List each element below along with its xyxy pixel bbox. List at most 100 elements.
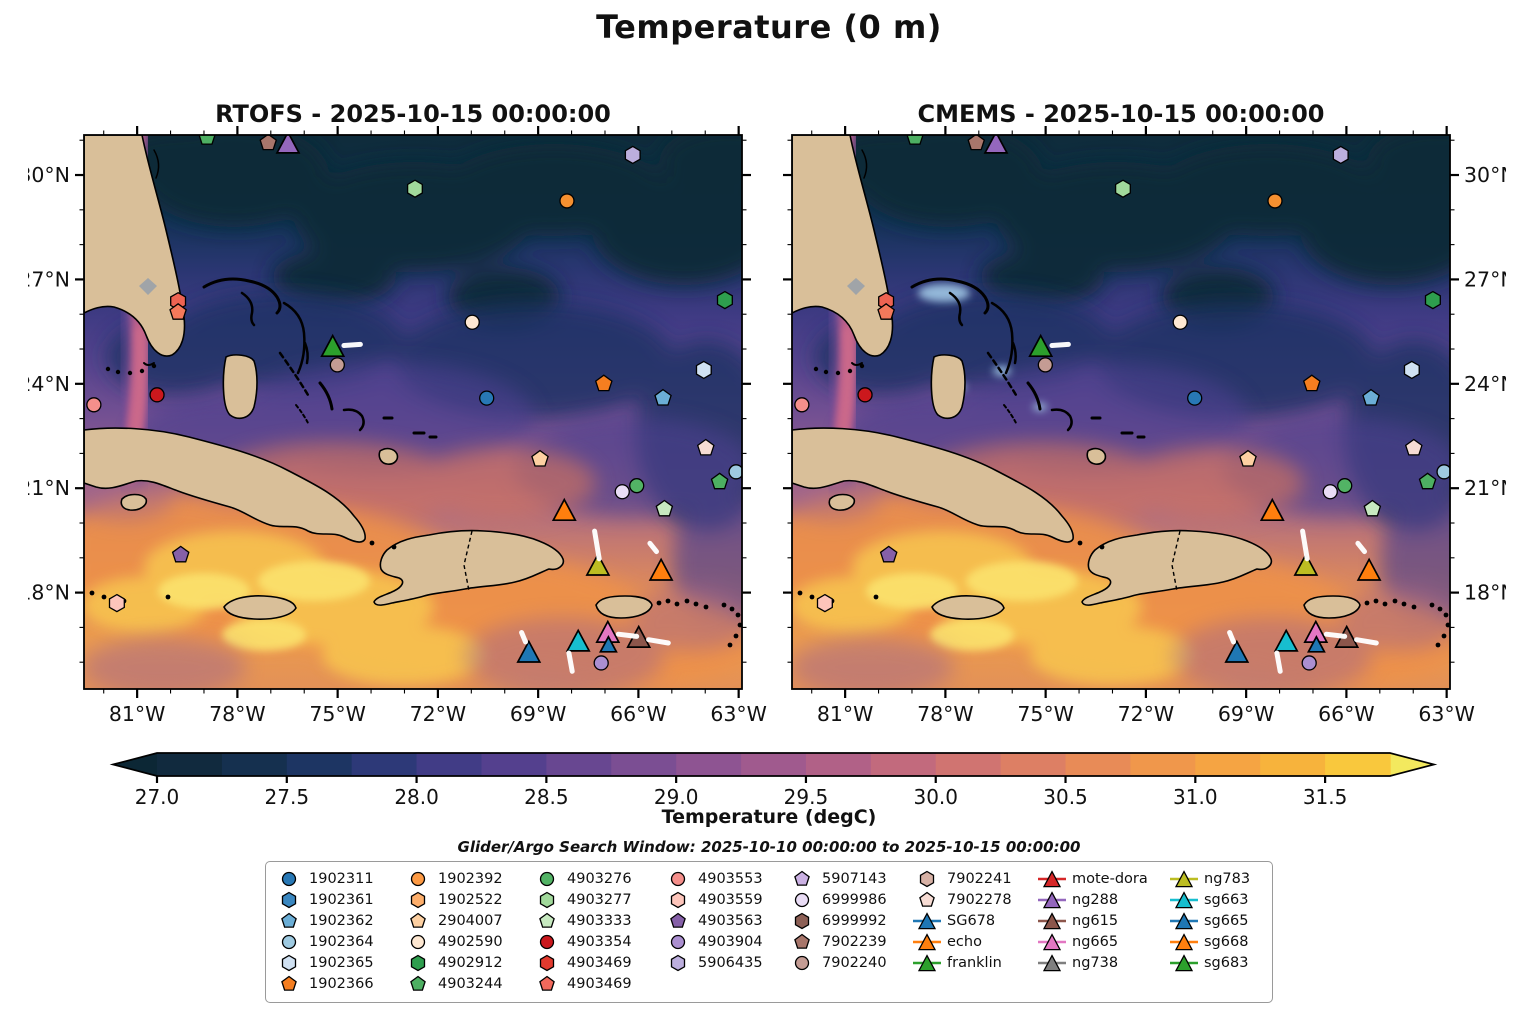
- map-marker-hexagon: [695, 360, 712, 380]
- map-marker-triangle: [1042, 890, 1062, 908]
- map-marker-pentagon: [1404, 438, 1423, 456]
- legend-item: 1902522: [403, 889, 503, 910]
- landmass: [595, 595, 653, 619]
- temperature-colorbar: 27.0 27.5 28.0 28.5 29.0 29.5 30.0 30.5 31.0 31.5: [96, 744, 1446, 814]
- x-tick-label: 75°W: [309, 702, 366, 726]
- colorbar-tick-label: 31.0: [1173, 785, 1218, 809]
- triangle-marker-icon: [1170, 932, 1198, 950]
- landmass: [1081, 529, 1273, 606]
- map-marker-hexagon: [410, 954, 426, 971]
- legend-label: 6999992: [822, 912, 887, 929]
- triangle-marker-icon: [1170, 890, 1198, 908]
- map-marker-hexagon: [1403, 360, 1420, 380]
- landmass: [84, 135, 186, 357]
- map-marker-circle: [593, 655, 609, 671]
- legend-label: 4902590: [438, 933, 503, 950]
- legend-label: ng783: [1204, 870, 1251, 887]
- map-marker-hexagon: [539, 954, 555, 971]
- circle-marker-icon: [539, 871, 555, 886]
- glider-track: [1354, 637, 1379, 646]
- landmass: [828, 493, 856, 511]
- map-marker-hexagon: [1332, 145, 1349, 165]
- legend-column: mote-dora ng288 ng615 ng665 ng738: [1037, 868, 1148, 973]
- map-marker-hexagon: [670, 954, 686, 971]
- legend-item: 4903469: [532, 952, 632, 973]
- legend-label: 2904007: [438, 912, 503, 929]
- map-marker-pentagon: [281, 975, 297, 991]
- map-marker-triangle: [320, 333, 346, 358]
- legend-item: sg665: [1169, 910, 1250, 931]
- legend-column: 1902311 1902361 1902362 1902364 1902365 19023…: [274, 868, 374, 994]
- map-marker-pentagon: [1363, 499, 1382, 517]
- circle-marker-icon: [281, 871, 297, 886]
- legend-item: ng738: [1037, 952, 1148, 973]
- y-tick-label: 18°N: [1464, 581, 1506, 605]
- glider-track: [1227, 630, 1236, 645]
- circle-marker-icon: [794, 955, 810, 970]
- map-marker-pentagon: [1418, 472, 1437, 490]
- map-marker-circle: [794, 892, 810, 907]
- legend-item: 4903277: [532, 889, 632, 910]
- glider-track: [1355, 540, 1367, 555]
- map-marker-hexagon: [281, 891, 297, 908]
- legend-item: 6999992: [787, 910, 887, 931]
- map-marker-circle: [728, 464, 742, 480]
- legend-item: 4903354: [532, 931, 632, 952]
- map-marker-hexagon: [816, 593, 833, 613]
- rtofs-map: 81°W 78°W 75°W 72°W 69°W 66°W 63°W 30°N 27°N 24°N…: [18, 95, 798, 739]
- pentagon-marker-icon: [410, 975, 426, 991]
- map-marker-hexagon: [1424, 290, 1441, 310]
- map-marker-circle: [1172, 314, 1188, 330]
- legend-item: sg683: [1169, 952, 1250, 973]
- legend-label: 1902311: [309, 870, 374, 887]
- landmass: [792, 427, 1074, 543]
- legend-item: 7902239: [787, 931, 887, 952]
- map-marker-circle: [149, 387, 165, 403]
- colorbar-tick-label: 27.0: [135, 785, 180, 809]
- triangle-marker-icon: [1038, 932, 1066, 950]
- legend-column: 7902241 7902278 SG678 echo franklin: [912, 868, 1012, 973]
- map-marker-triangle: [648, 557, 674, 581]
- map-marker-pentagon: [919, 891, 935, 907]
- map-marker-triangle: [917, 932, 937, 950]
- pentagon-marker-icon: [794, 870, 810, 886]
- legend-label: 4903277: [567, 891, 632, 908]
- map-marker-circle: [559, 193, 575, 209]
- legend-item: 1902366: [274, 973, 374, 994]
- map-marker-triangle: [1174, 890, 1194, 908]
- legend-label: franklin: [947, 954, 1002, 971]
- glider-track: [1323, 631, 1348, 639]
- map-marker-pentagon: [696, 438, 715, 456]
- legend-label: 7902278: [947, 891, 1012, 908]
- map-marker-circle: [539, 934, 555, 949]
- map-canvas: 81°W 78°W 75°W 72°W 69°W 66°W 63°W 30°N 27°N 24°N…: [18, 126, 767, 726]
- map-marker-circle: [1322, 484, 1338, 500]
- legend-label: sg683: [1204, 954, 1249, 971]
- map-marker-triangle: [565, 628, 591, 652]
- pentagon-marker-icon: [919, 891, 935, 907]
- landmass: [792, 135, 894, 357]
- legend-item: 7902241: [912, 868, 1012, 889]
- lake-okeechobee: [847, 278, 865, 295]
- glider-track: [647, 540, 659, 555]
- map-marker-circle: [670, 871, 686, 886]
- x-tick-label: 81°W: [817, 702, 874, 726]
- map-marker-triangle: [1356, 557, 1382, 581]
- legend-label: 4903333: [567, 912, 632, 929]
- legend-item: 4903276: [532, 868, 632, 889]
- legend-item: SG678: [912, 910, 1012, 931]
- map-marker-triangle: [585, 552, 611, 576]
- map-marker-pentagon: [794, 933, 810, 949]
- triangle-marker-icon: [1038, 869, 1066, 887]
- legend-item: ng615: [1037, 910, 1148, 931]
- landmass: [1086, 447, 1107, 465]
- legend-item: 4903553: [663, 868, 763, 889]
- legend-label: 4903354: [567, 933, 632, 950]
- legend-label: mote-dora: [1072, 870, 1148, 887]
- map-marker-triangle: [275, 135, 301, 154]
- legend-item: ng288: [1037, 889, 1148, 910]
- glider-track: [1049, 341, 1071, 348]
- y-tick-label: 30°N: [28, 163, 70, 187]
- pentagon-marker-icon: [281, 912, 297, 928]
